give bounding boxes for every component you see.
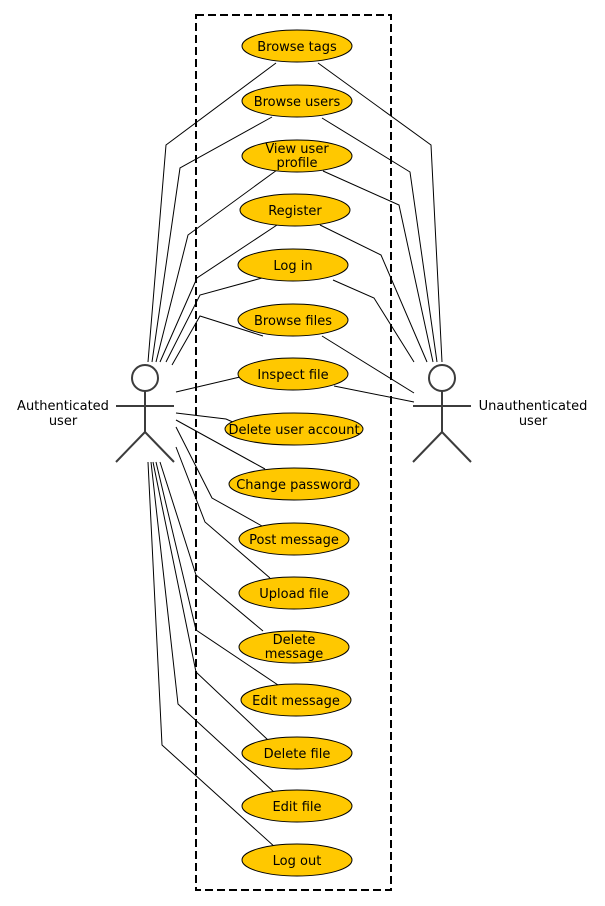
left-associations (147, 62, 279, 849)
usecase-upload-file: Upload file (238, 576, 350, 610)
usecase-log-out: Log out (241, 843, 353, 877)
assoc-left-edit-message (155, 461, 279, 686)
usecase-label: Change password (236, 478, 352, 493)
usecase-post-message: Post message (238, 522, 350, 556)
usecase-label-line2: message (265, 647, 323, 662)
usecase-ellipse (237, 303, 349, 337)
usecase-ellipse (241, 789, 353, 823)
usecase-ellipse (228, 467, 360, 501)
usecase-browse-files: Browse files (237, 303, 349, 337)
usecase-label-line1: Delete (273, 633, 316, 648)
assoc-left-upload-file (175, 446, 271, 579)
assoc-left-edit-file (150, 461, 276, 794)
assoc-left-browse-tags (147, 62, 277, 363)
assoc-right-browse-files (321, 335, 415, 394)
assoc-right-register (319, 224, 428, 363)
usecase-label: Inspect file (257, 368, 328, 383)
usecase-view-user-profile: View user profile (241, 139, 353, 173)
actor-unauthenticated-user (412, 364, 472, 463)
usecase-delete-message: Delete message (238, 630, 350, 664)
usecase-label-line1: View user (265, 142, 329, 157)
usecase-label: Delete file (264, 747, 331, 762)
usecase-browse-tags: Browse tags (241, 29, 353, 63)
usecase-ellipse (241, 139, 353, 173)
usecase-ellipse (239, 193, 351, 227)
system-boundary (195, 14, 392, 891)
usecase-label: Post message (249, 533, 339, 548)
usecase-ellipse (241, 29, 353, 63)
usecase-inspect-file: Inspect file (237, 357, 349, 391)
assoc-left-register (159, 224, 278, 363)
usecase-ellipse (240, 683, 352, 717)
assoc-left-inspect-file (175, 376, 241, 393)
actor-label-unauthenticated-line1: Unauthenticated (479, 399, 588, 414)
usecase-ellipse (241, 736, 353, 770)
usecase-label: Register (268, 204, 322, 219)
usecase-delete-user-account: Delete user account (224, 412, 364, 446)
usecase-ellipse (237, 248, 349, 282)
assoc-left-log-out (147, 461, 277, 849)
usecase-log-in: Log in (237, 248, 349, 282)
actor-left-leg (115, 431, 146, 463)
assoc-left-delete-user-account (175, 412, 236, 424)
actor-left-leg (412, 431, 443, 463)
right-associations (317, 62, 443, 403)
assoc-left-delete-file (152, 461, 269, 741)
usecase-label: Edit message (252, 694, 340, 709)
usecase-label: Log out (273, 854, 322, 869)
usecase-label: Browse users (254, 95, 341, 110)
usecase-ellipse (237, 357, 349, 391)
usecase-label: Log in (273, 259, 312, 274)
usecase-ellipse (224, 412, 364, 446)
actor-head (131, 364, 159, 392)
assoc-right-view-user-profile (322, 170, 434, 363)
assoc-left-delete-message (159, 461, 264, 632)
assoc-right-browse-users (321, 117, 438, 363)
usecase-ellipse (241, 84, 353, 118)
assoc-left-change-password (175, 419, 266, 470)
usecase-ellipse (238, 576, 350, 610)
usecase-label: Upload file (259, 587, 328, 602)
usecase-change-password: Change password (228, 467, 360, 501)
usecase-edit-message: Edit message (240, 683, 352, 717)
usecase-edit-file: Edit file (241, 789, 353, 823)
assoc-right-browse-tags (317, 62, 443, 363)
usecase-ellipse (241, 843, 353, 877)
assoc-left-post-message (175, 426, 263, 527)
usecase-browse-users: Browse users (241, 84, 353, 118)
actor-label-authenticated-line1: Authenticated (17, 399, 109, 414)
actor-right-leg (144, 431, 175, 463)
actor-right-leg (441, 431, 472, 463)
assoc-right-log-in (332, 279, 415, 363)
usecase-label: Browse files (254, 314, 332, 329)
usecase-label: Delete user account (228, 423, 359, 438)
usecase-label-line2: profile (276, 156, 317, 171)
assoc-left-browse-files (171, 315, 264, 366)
actor-authenticated-user (115, 364, 175, 463)
assoc-left-browse-users (151, 116, 273, 363)
assoc-left-log-in (165, 277, 263, 363)
usecase-ellipse (238, 630, 350, 664)
usecase-delete-file: Delete file (241, 736, 353, 770)
actor-label-authenticated-line2: user (49, 414, 78, 429)
usecase-ellipse (238, 522, 350, 556)
usecase-label: Browse tags (257, 40, 337, 55)
usecase-register: Register (239, 193, 351, 227)
actor-label-unauthenticated-line2: user (519, 414, 548, 429)
actor-head (428, 364, 456, 392)
usecase-label: Edit file (272, 800, 321, 815)
assoc-left-view-user-profile (155, 169, 278, 363)
assoc-right-inspect-file (333, 385, 415, 403)
